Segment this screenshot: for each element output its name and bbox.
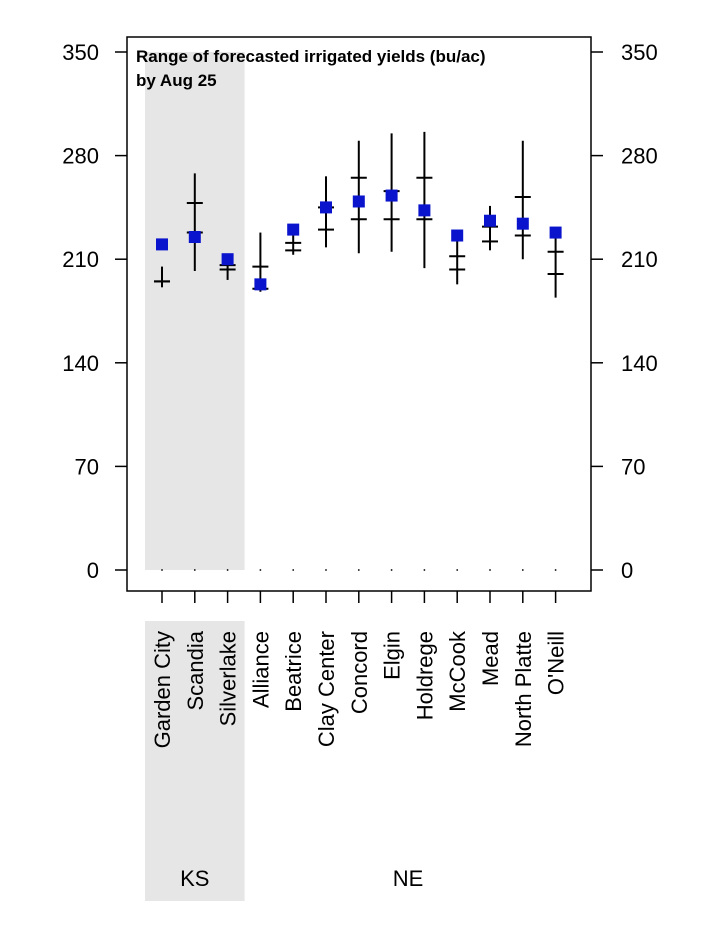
yield-square bbox=[221, 253, 234, 266]
yield-square bbox=[385, 189, 398, 202]
ks-shade-layer bbox=[145, 52, 245, 901]
yield-square bbox=[287, 223, 300, 236]
zero-dot bbox=[554, 569, 557, 571]
zero-dot bbox=[489, 569, 491, 571]
y-tick-label-left: 350 bbox=[62, 40, 99, 65]
site-label: O'Neill bbox=[544, 631, 569, 695]
site-label: Alliance bbox=[248, 631, 273, 708]
yield-square bbox=[188, 231, 201, 243]
square-layer bbox=[156, 189, 562, 291]
yield-square bbox=[484, 214, 496, 227]
zero-dot bbox=[325, 569, 327, 571]
y-tick-label-right: 70 bbox=[621, 454, 645, 479]
yield-square bbox=[516, 217, 529, 230]
zero-dot bbox=[292, 569, 295, 571]
y-tick-label-left: 70 bbox=[75, 454, 99, 479]
site-label: Concord bbox=[347, 631, 372, 714]
zero-dot bbox=[423, 569, 426, 571]
site-label: Mead bbox=[478, 631, 503, 686]
group-shade-labels bbox=[145, 621, 245, 901]
site-label: Beatrice bbox=[281, 631, 306, 712]
yield-square bbox=[451, 229, 464, 242]
axes-layer: 0 0 70 70 140 140 210 210 280 280 350 350 bbox=[62, 40, 658, 603]
zero-dot bbox=[456, 569, 459, 571]
zero-dot bbox=[226, 569, 229, 571]
title-line-2: by Aug 25 bbox=[136, 71, 217, 90]
site-label: McCook bbox=[445, 630, 470, 712]
y-tick-label-right: 350 bbox=[621, 40, 658, 65]
site-label: North Platte bbox=[511, 631, 536, 747]
zero-dot bbox=[390, 569, 393, 571]
zero-dot bbox=[521, 569, 524, 571]
yield-square bbox=[320, 201, 332, 214]
site-label: Elgin bbox=[380, 631, 405, 680]
site-label: Silverlake bbox=[216, 631, 241, 726]
zero-dot bbox=[259, 569, 262, 571]
y-tick-label-right: 210 bbox=[621, 247, 658, 272]
y-tick-label-left: 0 bbox=[87, 558, 99, 583]
y-tick-label-right: 140 bbox=[621, 351, 658, 376]
yield-square bbox=[352, 195, 365, 208]
y-tick-label-left: 210 bbox=[62, 247, 99, 272]
site-label: Clay Center bbox=[314, 631, 339, 747]
y-tick-label-left: 140 bbox=[62, 351, 99, 376]
group-shade-plot bbox=[145, 52, 245, 570]
chart-title: Range of forecasted irrigated yields (bu… bbox=[136, 47, 486, 90]
y-tick-label-right: 280 bbox=[621, 144, 658, 169]
zero-dot bbox=[193, 569, 196, 571]
site-label: Holdrege bbox=[412, 631, 437, 720]
yield-square bbox=[418, 204, 431, 217]
zero-dot bbox=[161, 569, 163, 571]
state-label: KS bbox=[180, 866, 209, 891]
state-label: NE bbox=[393, 866, 424, 891]
y-tick-label-right: 0 bbox=[621, 558, 633, 583]
category-label-layer: Garden City Scandia Silverlake Alliance Beat… bbox=[150, 630, 569, 748]
yield-square bbox=[549, 226, 562, 239]
site-label: Garden City bbox=[150, 631, 175, 748]
zero-dot bbox=[357, 569, 360, 571]
state-label-layer: KS NE bbox=[180, 866, 423, 891]
title-line-1: Range of forecasted irrigated yields (bu… bbox=[136, 47, 486, 66]
yield-square bbox=[254, 278, 267, 291]
y-tick-label-left: 280 bbox=[62, 144, 99, 169]
site-label: Scandia bbox=[183, 630, 208, 710]
yield-square bbox=[156, 238, 168, 251]
